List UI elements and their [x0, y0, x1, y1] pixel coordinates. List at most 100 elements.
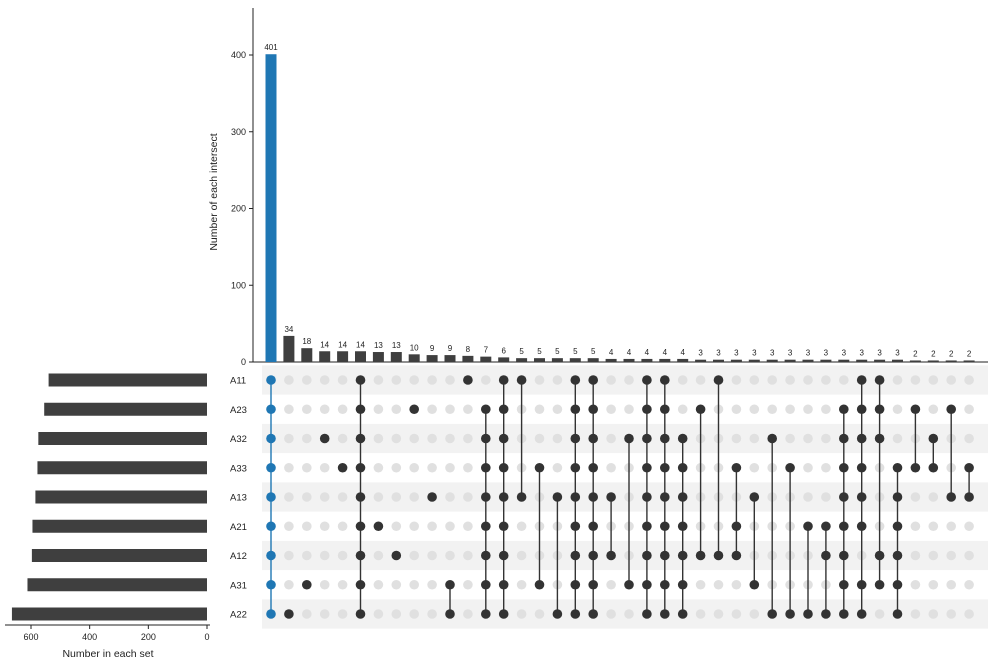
matrix-dot-empty: [319, 521, 330, 532]
matrix-dot-filled: [355, 550, 366, 561]
matrix-dot-filled: [892, 579, 903, 590]
matrix-dot-empty: [803, 433, 813, 444]
matrix-dot-filled: [767, 433, 777, 444]
matrix-dot-empty: [445, 433, 455, 444]
matrix-dot-filled: [856, 433, 867, 444]
intersect-bar-label: 3: [752, 349, 757, 358]
intersect-bar: [909, 360, 921, 362]
matrix-dot-empty: [821, 492, 831, 502]
matrix-dot-filled: [677, 492, 688, 502]
matrix-dot-empty: [516, 550, 527, 561]
matrix-dot-empty: [624, 609, 634, 619]
matrix-dot-empty: [427, 521, 437, 532]
matrix-dot-filled: [660, 579, 670, 590]
intersect-bar: [569, 358, 581, 362]
matrix-dot-empty: [552, 404, 563, 415]
matrix-dot-empty: [302, 462, 312, 473]
matrix-dot-empty: [463, 433, 473, 444]
set-label-a31: A31: [230, 580, 247, 591]
intersect-bar: [551, 358, 563, 362]
matrix-dot-filled: [534, 579, 545, 590]
intersect-bar-label: 3: [788, 349, 793, 358]
matrix-dot-empty: [964, 433, 974, 444]
matrix-dot-filled: [498, 433, 509, 444]
matrix-dot-filled: [713, 375, 724, 385]
matrix-dot-empty: [445, 462, 455, 473]
matrix-dot-empty: [534, 433, 545, 444]
matrix-dot-empty: [391, 404, 402, 415]
matrix-dot-filled: [498, 579, 509, 590]
intersect-bar: [927, 360, 939, 362]
matrix-dot-empty: [749, 433, 760, 444]
matrix-dot-filled: [677, 550, 688, 561]
matrix-dot-empty: [302, 521, 312, 532]
matrix-dot-empty: [749, 404, 760, 415]
matrix-dot-filled: [928, 433, 939, 444]
matrix-dot-empty: [337, 492, 348, 502]
intersect-bar: [820, 359, 832, 362]
set-x-ticks: 600 400 200 0: [23, 625, 210, 642]
matrix-dot-empty: [892, 433, 903, 444]
matrix-dot-filled: [874, 550, 885, 561]
matrix-dot-filled: [481, 579, 491, 590]
matrix-dot-empty: [552, 433, 563, 444]
matrix-dot-filled: [570, 375, 581, 385]
matrix-dot-filled: [695, 404, 706, 415]
intersect-bar-label: 3: [842, 349, 847, 358]
matrix-dot-empty: [606, 579, 616, 590]
set-label-a21: A21: [230, 522, 247, 533]
intersect-bar: [480, 356, 492, 362]
intersect-bar: [874, 359, 886, 362]
matrix-dot-filled: [910, 404, 921, 415]
matrix-dot-empty: [552, 462, 563, 473]
intersect-bar: [301, 348, 313, 362]
matrix-dot-filled: [749, 579, 760, 590]
intersect-bar: [802, 359, 814, 362]
intersect-bars: [265, 54, 975, 363]
matrix-dot-empty: [821, 462, 831, 473]
matrix-dot-filled: [534, 462, 545, 473]
intersect-axis: Number of each intersect: [208, 8, 988, 363]
matrix-dot-empty: [319, 579, 330, 590]
set-bar-a12: [31, 549, 207, 562]
matrix-dot-filled: [266, 492, 276, 502]
matrix-dot-filled: [874, 579, 885, 590]
intersect-bar: [426, 355, 438, 362]
matrix-dot-filled: [946, 404, 956, 415]
matrix-dot-empty: [427, 375, 437, 385]
intersect-y-tick-label: 100: [231, 280, 246, 290]
matrix-dot-filled: [355, 462, 366, 473]
matrix-dot-empty: [463, 492, 473, 502]
matrix-dot-filled: [552, 609, 563, 619]
set-x-tick-label: 0: [204, 632, 209, 642]
matrix-dot-empty: [713, 579, 724, 590]
intersect-bar-label: 5: [591, 347, 596, 356]
matrix-dot-empty: [284, 550, 294, 561]
intersect-bar: [319, 351, 331, 362]
intersect-y-tick-label: 300: [231, 127, 246, 137]
intersect-bar-label: 2: [967, 349, 972, 358]
intersect-bar-label: 34: [284, 325, 293, 334]
intersect-bar-label: 5: [555, 347, 560, 356]
matrix-dot-empty: [695, 375, 706, 385]
matrix-dot-filled: [570, 521, 581, 532]
matrix-dot-empty: [928, 521, 939, 532]
matrix-dot-empty: [445, 404, 455, 415]
set-bar-a23: [44, 402, 208, 416]
matrix-dot-filled: [498, 609, 509, 619]
intersect-y-axis-label: Number of each intersect: [208, 133, 220, 250]
matrix-dot-empty: [284, 521, 294, 532]
matrix-dot-filled: [946, 492, 956, 502]
intersect-bar-label: 14: [320, 340, 329, 349]
matrix-dot-empty: [767, 404, 777, 415]
matrix-dot-filled: [856, 579, 867, 590]
matrix-dot-empty: [337, 550, 348, 561]
matrix-dot-empty: [481, 375, 491, 385]
matrix-dot-filled: [660, 609, 670, 619]
matrix-dot-empty: [391, 492, 402, 502]
matrix-dot-filled: [821, 609, 831, 619]
matrix-dot-filled: [373, 521, 384, 532]
matrix-dot-empty: [785, 375, 795, 385]
matrix-dot-filled: [874, 375, 885, 385]
matrix-dot-filled: [856, 492, 867, 502]
